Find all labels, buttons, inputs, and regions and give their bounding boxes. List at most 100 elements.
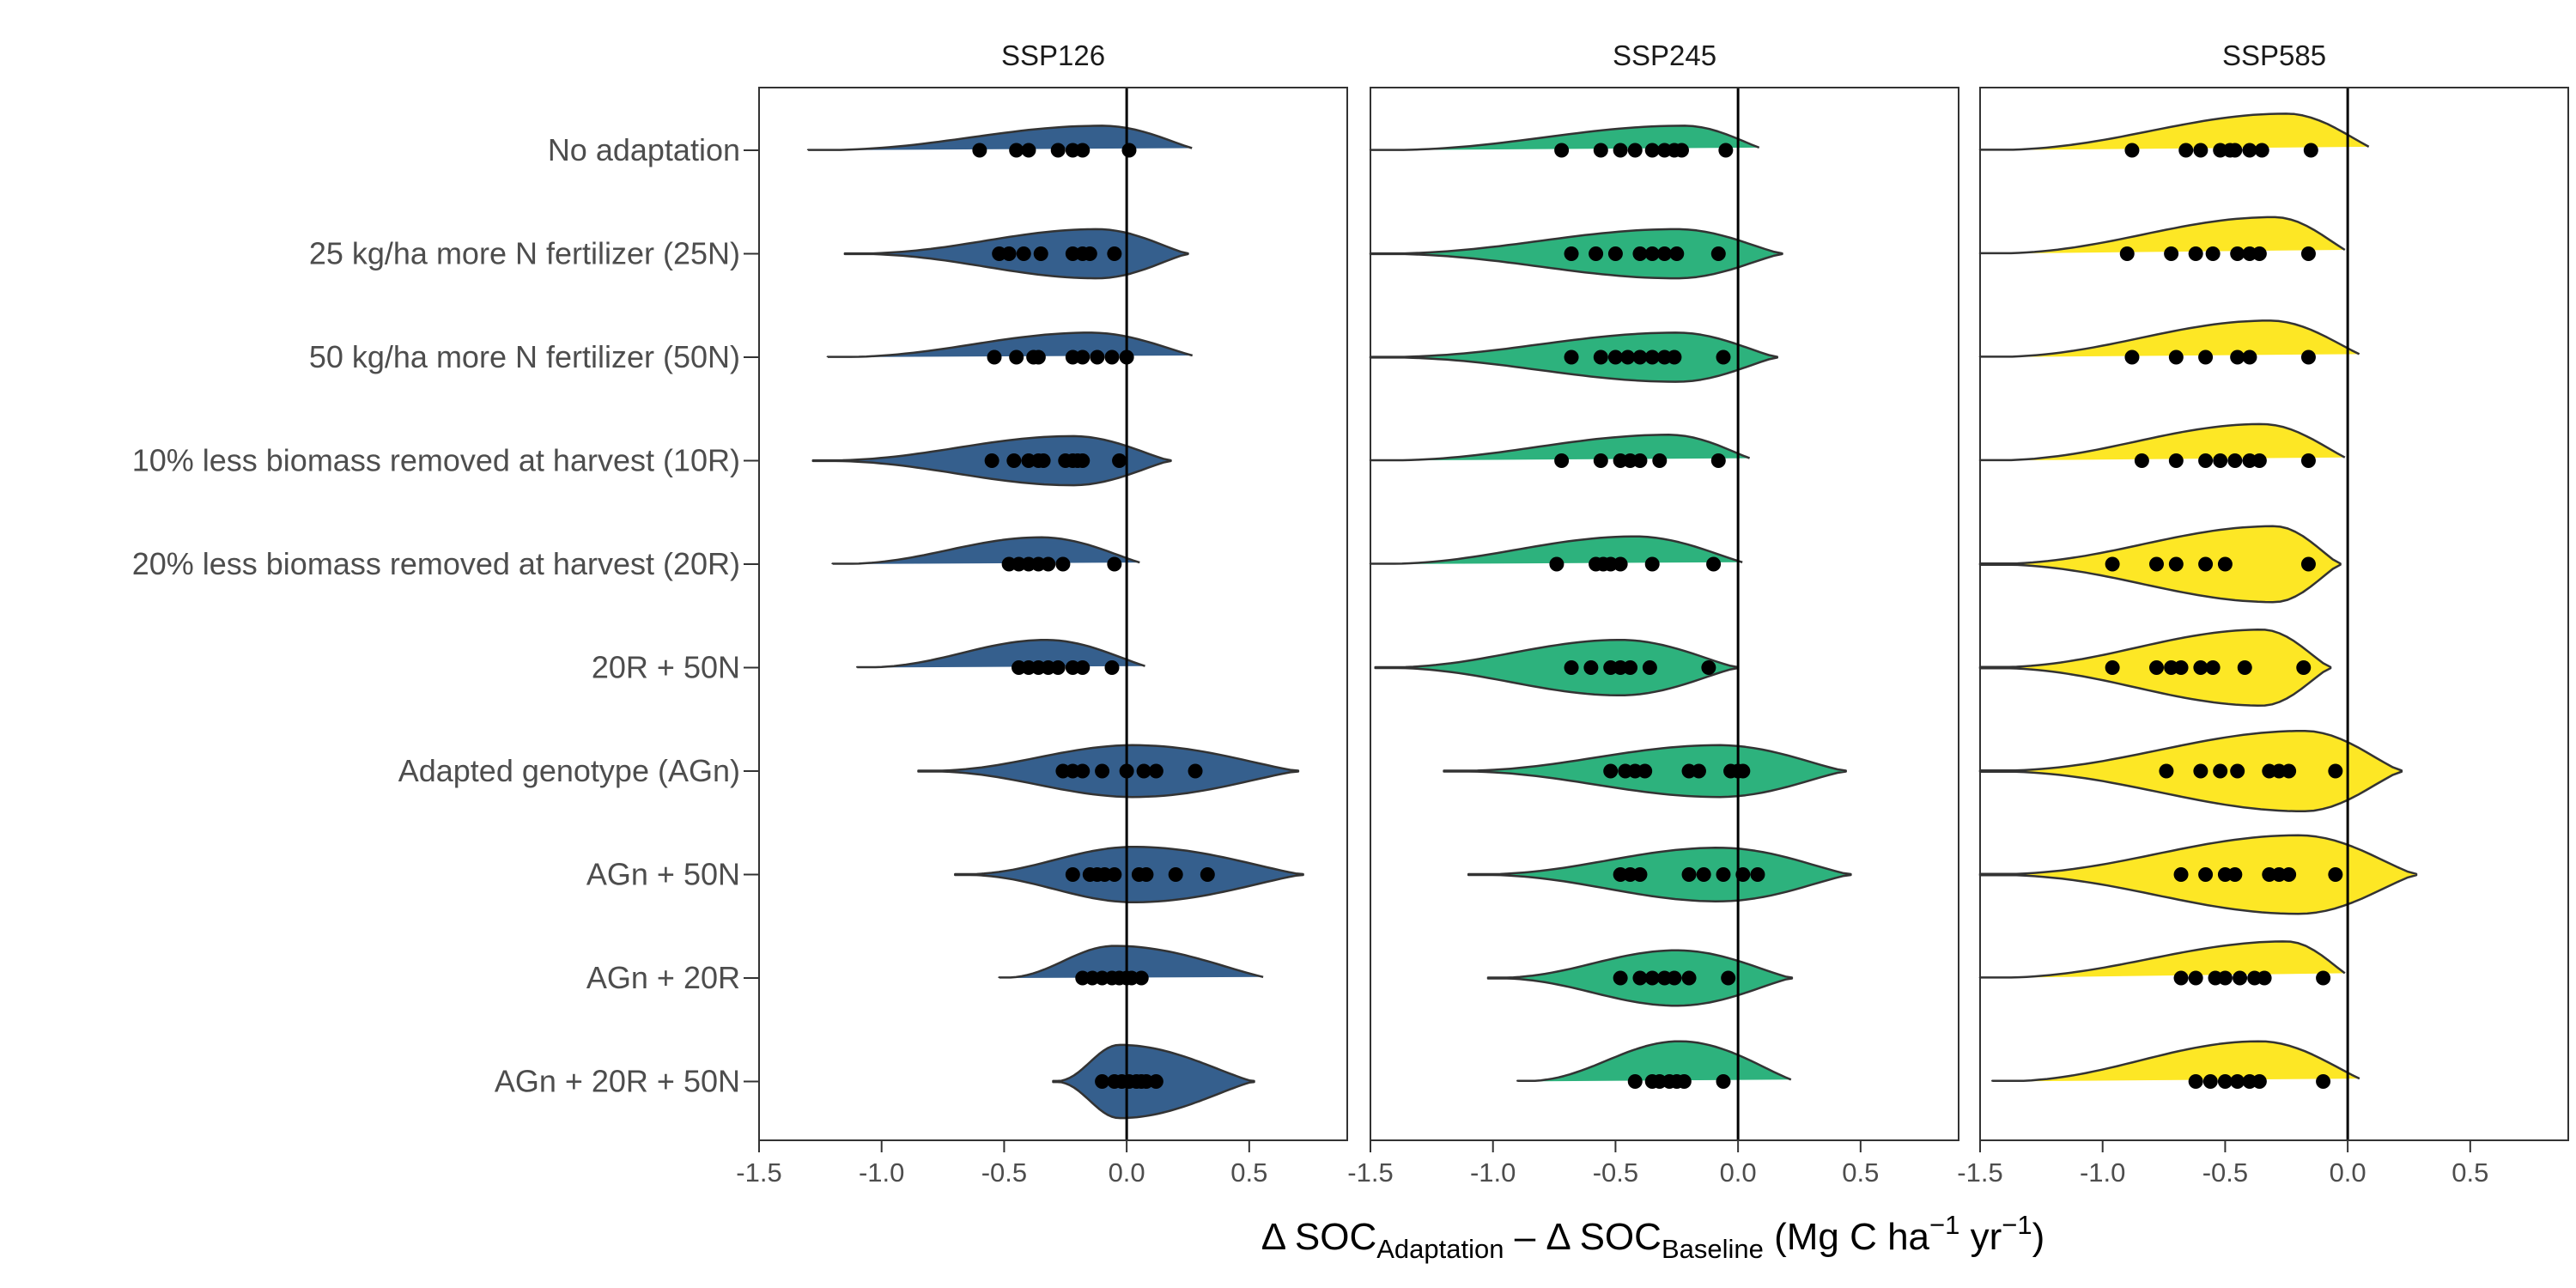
data-point [1036, 453, 1051, 468]
data-point [2193, 660, 2208, 675]
data-point [1644, 143, 1660, 158]
data-point [2105, 556, 2120, 572]
data-point [2300, 349, 2316, 365]
violin [1516, 1040, 1792, 1083]
x-tick-label: -0.5 [981, 1157, 1027, 1188]
data-point [1652, 453, 1668, 468]
data-point [1721, 970, 1736, 986]
category-label: 20% less biomass removed at harvest (20R… [132, 546, 740, 581]
data-point [1623, 660, 1638, 675]
data-point [1674, 143, 1689, 158]
data-point [2300, 556, 2316, 572]
data-point [1696, 867, 1711, 882]
data-point [1104, 660, 1120, 675]
data-point [1642, 660, 1657, 675]
data-point [2217, 556, 2233, 572]
data-point [2242, 143, 2257, 158]
data-point [1090, 349, 1105, 365]
data-point [2227, 453, 2243, 468]
data-point [1627, 143, 1643, 158]
violin [1369, 535, 1743, 565]
data-point [1710, 453, 1726, 468]
data-point [2168, 453, 2184, 468]
data-point [1009, 349, 1024, 365]
data-point [1613, 143, 1628, 158]
data-point [1107, 867, 1122, 882]
data-point [1593, 453, 1608, 468]
violin [1374, 639, 1740, 696]
data-point [1075, 660, 1091, 675]
data-point [1075, 763, 1091, 779]
data-point [1050, 660, 1066, 675]
data-point [1016, 246, 1031, 261]
violin [1467, 847, 1852, 902]
violin [1978, 940, 2346, 979]
data-point [1620, 349, 1636, 365]
data-point [2124, 349, 2140, 365]
data-point [1133, 970, 1149, 986]
x-axis-title-sub2: Baseline [1662, 1234, 1764, 1264]
category-label: 25 kg/ha more N fertilizer (25N) [309, 236, 740, 271]
data-point [1554, 453, 1570, 468]
x-tick-label: 0.5 [2451, 1157, 2488, 1188]
category-label: No adaptation [548, 132, 740, 167]
data-point [2198, 556, 2214, 572]
data-point [2159, 763, 2174, 779]
panel-title: SSP126 [1001, 39, 1105, 71]
x-tick-label: -1.0 [1470, 1157, 1516, 1188]
data-point [2227, 143, 2243, 158]
data-point [2251, 453, 2267, 468]
data-point [1607, 246, 1623, 261]
x-axis-title-sub1: Adaptation [1376, 1234, 1504, 1264]
data-point [1657, 246, 1672, 261]
data-point [2217, 970, 2233, 986]
data-point [1681, 867, 1697, 882]
data-point [1632, 349, 1648, 365]
x-tick-label: 0.5 [1842, 1157, 1879, 1188]
data-point [2105, 660, 2120, 675]
data-point [2193, 143, 2208, 158]
data-point [1667, 349, 1682, 365]
data-point [2300, 246, 2316, 261]
data-point [1637, 763, 1653, 779]
category-labels: No adaptation 25 kg/ha more N fertilizer … [132, 132, 759, 1099]
panel-title: SSP245 [1613, 39, 1716, 71]
data-point [1718, 143, 1734, 158]
data-point [2251, 246, 2267, 261]
x-axis-title-delta2: Δ SOC [1546, 1216, 1662, 1258]
data-point [1148, 763, 1163, 779]
data-point [1667, 970, 1682, 986]
data-point [1095, 763, 1110, 779]
x-tick-label: -1.5 [736, 1157, 781, 1188]
category-label: 20R + 50N [592, 650, 740, 685]
data-point [2173, 867, 2189, 882]
violin [826, 331, 1194, 358]
data-point [2119, 246, 2135, 261]
data-point [2242, 349, 2257, 365]
data-point [1554, 143, 1570, 158]
x-axis-title-sup2: −1 [2002, 1210, 2032, 1240]
data-point [2168, 349, 2184, 365]
data-point [1107, 556, 1122, 572]
violin [954, 846, 1304, 903]
data-point [1710, 246, 1726, 261]
data-point [1644, 970, 1660, 986]
data-point [1121, 143, 1137, 158]
data-point [1701, 660, 1716, 675]
data-point [2193, 763, 2208, 779]
data-point [1593, 349, 1608, 365]
data-point [2213, 763, 2228, 779]
data-point [1001, 246, 1017, 261]
data-point [2173, 660, 2189, 675]
data-point [2198, 867, 2214, 882]
data-point [1644, 349, 1660, 365]
data-point [2316, 1074, 2331, 1089]
data-point [1564, 349, 1579, 365]
x-axis-title-sup1: −1 [1929, 1210, 1959, 1240]
data-point [1095, 1074, 1110, 1089]
data-point [1188, 763, 1203, 779]
data-point [1075, 143, 1091, 158]
data-point [2188, 246, 2203, 261]
data-point [1607, 349, 1623, 365]
